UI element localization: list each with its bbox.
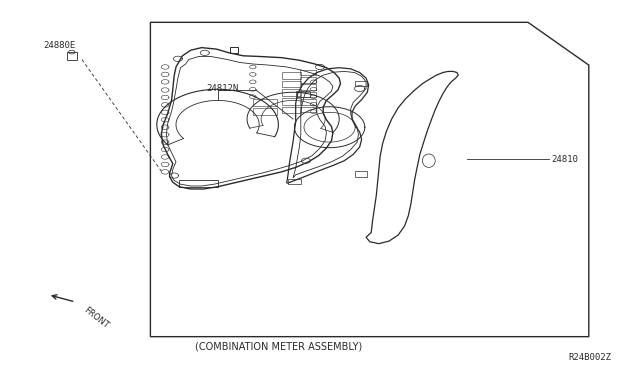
Bar bbox=[288, 179, 301, 184]
Text: FRONT: FRONT bbox=[82, 306, 110, 331]
Bar bbox=[296, 91, 310, 97]
Bar bbox=[300, 77, 316, 83]
Bar bbox=[282, 98, 301, 105]
Bar bbox=[300, 84, 316, 90]
Bar bbox=[282, 72, 301, 79]
Bar bbox=[282, 89, 301, 96]
Bar bbox=[300, 70, 316, 75]
Text: 24812N: 24812N bbox=[206, 84, 238, 93]
Bar bbox=[282, 81, 301, 87]
Bar bbox=[300, 107, 316, 112]
Bar bbox=[300, 99, 316, 105]
Bar bbox=[282, 107, 301, 113]
Bar bbox=[179, 180, 218, 187]
Bar bbox=[300, 92, 316, 97]
Text: 24810: 24810 bbox=[552, 155, 579, 164]
Bar bbox=[67, 52, 77, 60]
Bar bbox=[253, 99, 277, 106]
Bar bbox=[355, 81, 367, 86]
Text: 24880E: 24880E bbox=[44, 41, 76, 50]
Bar bbox=[355, 171, 367, 177]
Text: (COMBINATION METER ASSEMBLY): (COMBINATION METER ASSEMBLY) bbox=[195, 341, 362, 352]
Text: R24B002Z: R24B002Z bbox=[568, 353, 611, 362]
Bar bbox=[253, 108, 277, 115]
